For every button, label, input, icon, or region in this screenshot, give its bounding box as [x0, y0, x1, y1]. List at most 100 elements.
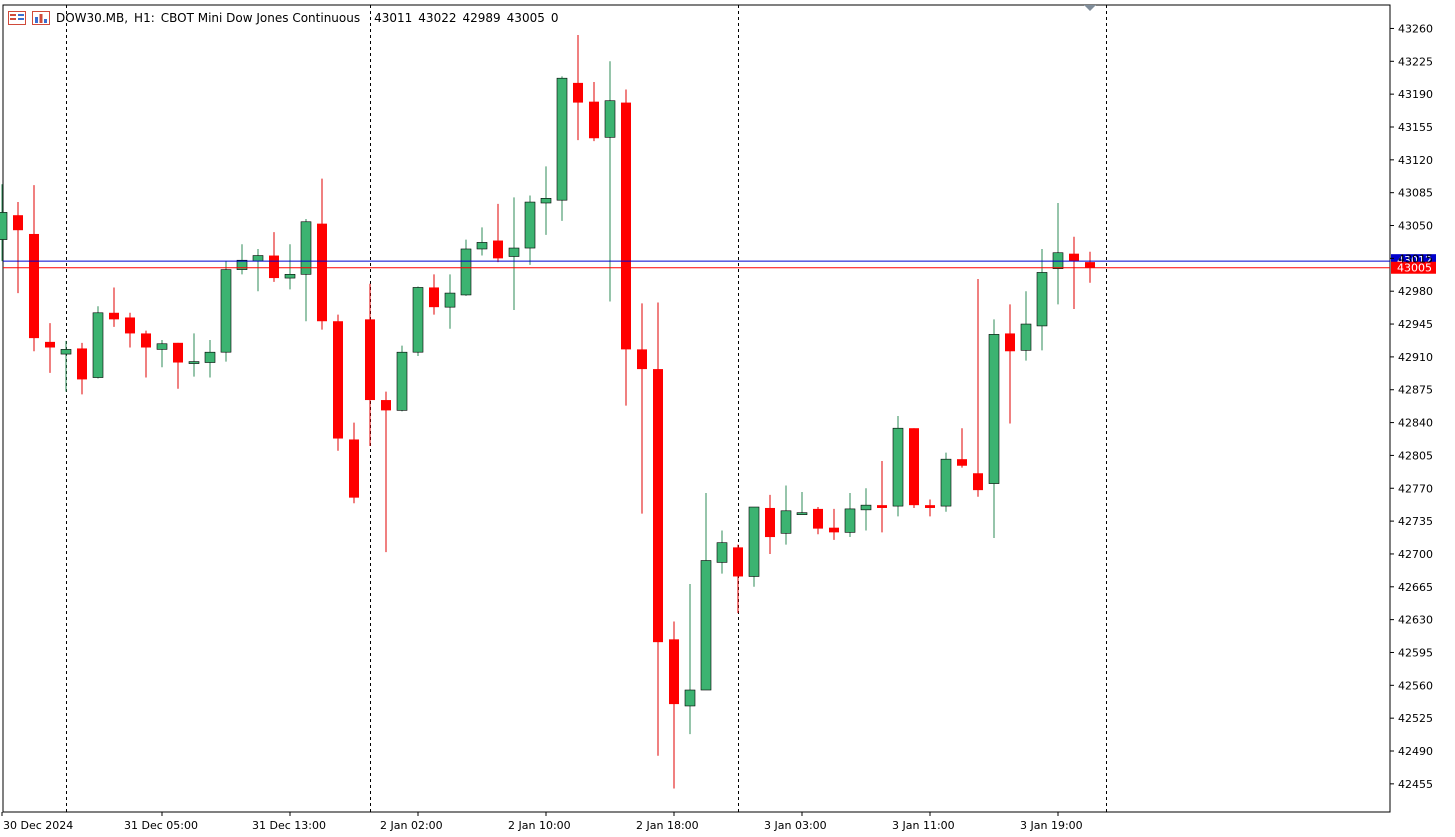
candle-body	[877, 505, 887, 508]
candle	[748, 506, 760, 587]
candle-body	[300, 221, 312, 275]
candle	[716, 530, 728, 574]
instrument-description: CBOT Mini Dow Jones Continuous	[160, 11, 361, 25]
candle	[556, 76, 568, 221]
candle	[973, 279, 983, 497]
candle	[1005, 304, 1015, 424]
candle-body	[556, 77, 568, 201]
candle-body	[220, 269, 232, 353]
candle-body	[493, 240, 503, 259]
candle-body	[45, 341, 55, 348]
candle-body	[653, 369, 663, 643]
candle	[269, 232, 279, 282]
y-tick-label: 43050	[1398, 220, 1433, 233]
candle	[700, 492, 712, 691]
y-tick-label: 43260	[1398, 22, 1433, 35]
candle	[524, 195, 536, 265]
candle	[476, 227, 488, 256]
candle-body	[716, 542, 728, 563]
candle-body	[204, 351, 216, 363]
candle	[188, 333, 200, 377]
y-tick-label: 42735	[1398, 515, 1433, 528]
candle-body	[748, 506, 760, 577]
candle-body	[860, 504, 872, 511]
candle-body	[829, 527, 839, 533]
candle-body	[1069, 253, 1079, 262]
x-tick-label: 31 Dec 05:00	[124, 819, 198, 832]
candle-body	[13, 215, 23, 231]
candle-body	[444, 292, 456, 308]
y-tick-label: 43085	[1398, 187, 1433, 200]
symbol-label: DOW30.MB,	[56, 11, 129, 25]
candle-body	[125, 317, 135, 334]
y-tick-label: 42490	[1398, 745, 1433, 758]
candle	[957, 428, 967, 468]
chart-shift-marker-icon[interactable]	[1084, 5, 1096, 11]
candle-body	[669, 639, 679, 705]
ohlc-volume: 0	[550, 11, 559, 25]
x-tick-label: 3 Jan 11:00	[892, 819, 955, 832]
y-tick-label: 43015	[1398, 252, 1433, 265]
candle-body	[284, 274, 296, 279]
candle-body	[29, 233, 39, 339]
candle-body	[349, 439, 359, 498]
x-tick-label: 2 Jan 02:00	[380, 819, 443, 832]
candle	[733, 544, 743, 614]
candle	[333, 314, 343, 451]
candle	[653, 302, 663, 756]
candle-body	[940, 458, 952, 507]
candle	[860, 488, 872, 531]
candle	[0, 184, 8, 262]
candle-body	[524, 201, 536, 249]
candle-body	[317, 223, 327, 322]
candle-body	[604, 100, 616, 138]
candle	[156, 339, 168, 368]
candle-body	[333, 321, 343, 439]
candle-body	[973, 473, 983, 491]
candle-body	[1036, 272, 1048, 327]
candle	[220, 261, 232, 362]
y-tick-label: 42910	[1398, 351, 1433, 364]
y-tick-label: 42525	[1398, 712, 1433, 725]
candle	[844, 492, 856, 538]
candle	[92, 306, 104, 379]
one-click-trading-icon[interactable]	[8, 11, 26, 25]
depth-of-market-icon[interactable]	[32, 11, 50, 25]
candle-body	[476, 242, 488, 250]
y-tick-label: 43120	[1398, 154, 1433, 167]
ohlc-open: 43011	[374, 11, 413, 25]
candle	[540, 166, 552, 235]
candle-body	[957, 459, 967, 466]
candle-body	[412, 287, 424, 353]
candle	[109, 287, 119, 327]
candle	[77, 342, 87, 395]
candle-body	[733, 547, 743, 577]
candle	[317, 178, 327, 330]
candle	[892, 416, 904, 517]
candle-body	[844, 508, 856, 533]
candle-body	[700, 560, 712, 691]
candle-body	[236, 259, 248, 270]
candle	[493, 203, 503, 263]
candle-body	[188, 361, 200, 364]
candle	[381, 391, 391, 553]
y-tick-label: 42665	[1398, 581, 1433, 594]
candle	[508, 197, 520, 310]
candle-body	[156, 343, 168, 350]
candle	[813, 507, 823, 535]
ohlc-low: 42989	[462, 11, 501, 25]
candle	[444, 274, 456, 329]
candle	[45, 323, 55, 373]
candle-body	[396, 351, 408, 411]
candle	[365, 283, 375, 447]
candle-body	[429, 287, 439, 308]
candle	[60, 340, 72, 392]
candle-body	[637, 349, 647, 370]
candle	[925, 499, 935, 517]
candle-body	[892, 427, 904, 507]
candle	[684, 583, 696, 735]
ohlc-high: 43022	[418, 11, 457, 25]
y-tick-label: 43225	[1398, 55, 1433, 68]
candle	[669, 621, 679, 789]
